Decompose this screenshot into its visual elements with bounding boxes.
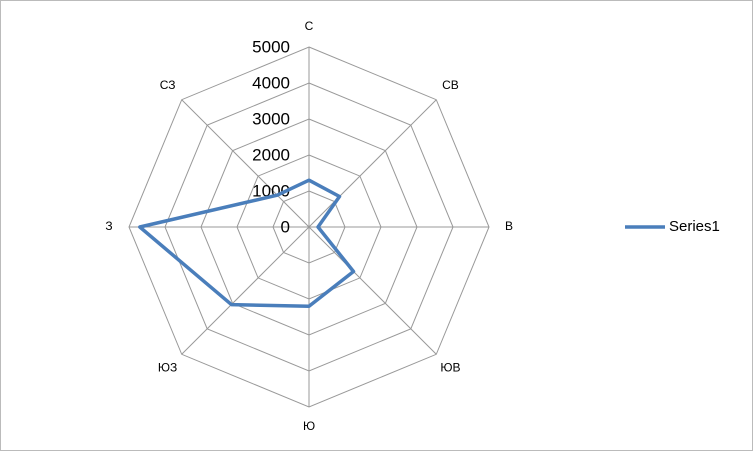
spoke	[181, 99, 310, 228]
category-label: ЮЗ	[158, 361, 177, 375]
y-tick-label: 4000	[252, 73, 290, 92]
category-label: Ю	[303, 419, 315, 433]
spoke	[308, 226, 437, 355]
spoke	[181, 226, 310, 355]
y-tick-label: 0	[281, 217, 290, 236]
legend-label: Series1	[669, 218, 720, 235]
spoke	[308, 99, 437, 228]
category-label: СЗ	[160, 78, 176, 92]
series-line	[138, 178, 356, 308]
y-tick-label: 3000	[252, 109, 290, 128]
y-tick-label: 1000	[252, 181, 290, 200]
grid-line	[200, 118, 418, 336]
y-tick-label: 2000	[252, 145, 290, 164]
category-label: З	[105, 219, 112, 233]
grid-line	[164, 82, 454, 372]
category-label: С	[305, 19, 314, 33]
category-label: ЮВ	[440, 361, 460, 375]
category-label: СВ	[442, 78, 459, 92]
category-label: В	[505, 219, 513, 233]
grid-line	[272, 190, 346, 264]
grid-line	[236, 154, 382, 300]
y-tick-label: 5000	[252, 37, 290, 56]
grid-line	[128, 46, 490, 408]
